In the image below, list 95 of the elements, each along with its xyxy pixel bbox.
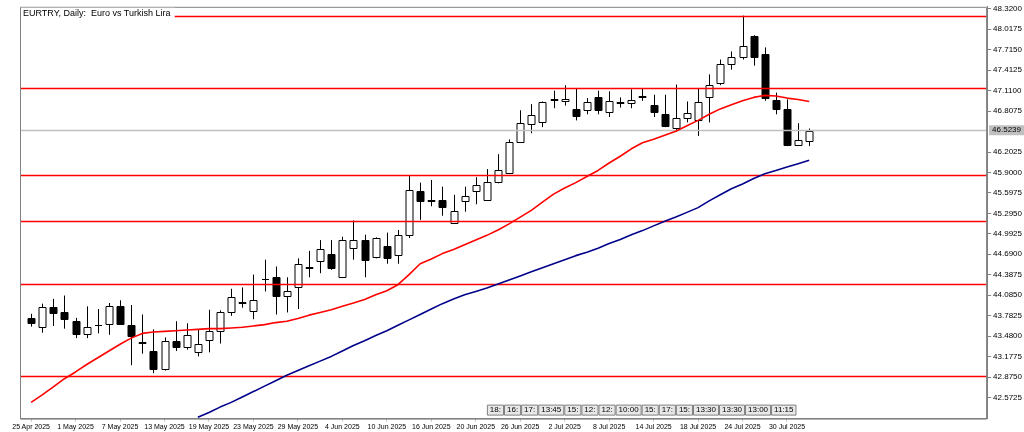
candlestick [483,168,492,201]
y-tick-label: 46.2025 [993,147,1023,157]
y-tick-label: 42.5725 [993,392,1023,402]
candlestick [772,92,781,115]
annotation: 13:30 [696,405,717,415]
annotation: 18: [489,405,501,415]
annotation: 10:00 [618,405,640,415]
annotation: 15: [567,405,579,415]
y-tick-label: 45.5975 [993,188,1023,198]
candlestick [461,186,470,213]
candlestick [72,317,81,339]
y-tick-label: 45.2950 [993,208,1023,218]
candlestick [38,303,47,334]
candlestick [538,100,547,128]
candlestick [561,84,570,107]
annotation: 11:15 [774,405,795,415]
candlestick [194,328,203,357]
candlestick [316,239,325,274]
candlestick [572,87,581,121]
candlestick [94,308,103,334]
candlestick [683,100,692,123]
candlestick [594,90,603,115]
candlestick [705,73,714,123]
y-tick-label: 44.0850 [993,290,1023,300]
y-tick-label: 48.3200 [993,4,1023,14]
y-tick-label: 46.8075 [993,106,1023,116]
candlestick [127,304,136,366]
candlestick [383,232,392,265]
y-tick-label: 44.9925 [993,229,1023,239]
candlestick [272,265,281,315]
candlestick [438,186,447,217]
candlestick [183,322,192,351]
candlestick [172,320,181,352]
annotation: 13:45 [541,405,562,415]
candlestick [138,313,147,355]
candlestick [60,295,69,330]
candlestick [794,122,803,146]
annotation: 15: [678,405,690,415]
candlestick [349,219,358,261]
candlestick [227,288,236,317]
annotation: 17: [524,405,536,415]
candlestick [216,309,225,345]
candlestick [472,176,481,205]
candlestick [116,299,125,326]
candlestick [605,90,614,118]
annotation: 12: [601,405,613,415]
candlestick [149,328,158,374]
candlestick [427,179,436,207]
candlestick [516,109,525,144]
candlestick [294,257,303,310]
candlestick [416,182,425,221]
candlestick [616,96,625,109]
candlestick [283,276,292,313]
y-tick-label: 42.8750 [993,372,1023,382]
candlestick [750,34,759,67]
candlestick [672,84,681,133]
annotation: 13:30 [722,405,743,415]
candlestick [450,194,459,224]
candlestick [494,153,503,184]
annotation: 12: [584,405,596,415]
candlestick [650,94,659,118]
y-tick-label: 43.7825 [993,310,1023,320]
candlestick [394,229,403,265]
y-tick-label: 48.0175 [993,24,1023,34]
y-tick-label: 45.9000 [993,167,1023,177]
candlestick [49,298,58,327]
candlestick [249,274,258,320]
annotation: 13:00 [748,405,769,415]
candlestick [527,103,536,134]
candlestick [716,59,725,86]
candlestick [361,234,370,278]
annotation: 15: [644,405,656,415]
candlestick [83,305,92,339]
y-tick-label: 44.6900 [993,249,1023,259]
y-tick-label: 47.1100 [993,85,1022,95]
chart-title: EURTRY, Daily: Euro vs Turkish Lira [23,7,171,18]
y-tick-label: 43.1775 [993,351,1023,361]
candlestick [661,94,670,128]
annotation: 16: [506,405,519,415]
y-tick-label: 47.7150 [993,44,1023,54]
candlestick [727,50,736,71]
ref-line-label: 46.5239 [992,125,1022,135]
candlestick [261,259,270,292]
candlestick [739,15,748,61]
y-tick-label: 47.4125 [993,65,1023,75]
candlestick [238,286,247,309]
y-tick-label: 43.4800 [993,331,1023,341]
candlestick [694,87,703,137]
candlestick [327,239,336,271]
candlestick [305,250,314,278]
candlestick [105,302,114,336]
annotation: 17: [661,405,673,415]
y-tick-label: 44.3875 [993,269,1023,279]
candlestick [627,88,636,109]
candlestick [205,309,214,353]
